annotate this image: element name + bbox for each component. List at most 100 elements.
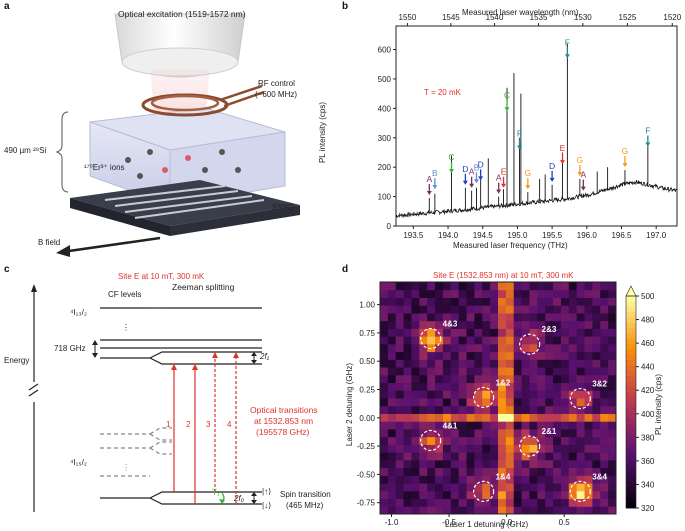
heatmap-cell [380,282,389,291]
spin-freq-label: (465 MHz) [286,501,324,510]
heatmap-cell [560,282,570,291]
heatmap-cell [553,452,562,461]
heatmap-cell [584,282,593,291]
heatmap-cell [592,428,601,438]
heatmap-cell [553,320,562,329]
colorbar-tick-label: 460 [641,339,655,348]
heatmap-cell [576,382,586,391]
optical-transitions-line3: (195578 GHz) [256,427,310,437]
heatmap-cell [537,436,546,445]
colorbar-segment [626,465,636,472]
heatmap-cell [458,498,468,507]
x-tick-label: 197.0 [646,231,667,240]
heatmap-cell [427,405,436,414]
heatmap-cell [411,320,420,329]
heatmap-cell [584,475,593,484]
colorbar-tick-label: 400 [641,410,655,419]
heatmap-cell [427,359,436,368]
heatmap-cell [380,506,389,515]
heatmap-cell [387,351,397,360]
heatmap-cell [560,405,570,414]
peak-arrowhead [462,180,468,185]
heatmap-cell [482,459,491,469]
heatmap-cell [466,312,475,322]
heatmap-cell [513,490,523,500]
heatmap-cell [403,490,412,500]
heatmap-cell [427,436,436,445]
heatmap-cell [442,506,452,515]
heatmap-cell [513,398,523,407]
heatmap-cell [608,320,617,329]
heatmap-cell [411,483,420,492]
colorbar-extend [625,285,637,297]
spectrum-baseline [395,179,678,219]
heatmap-cell [513,282,523,291]
heatmap-cell [450,297,460,306]
heatmap-cell [553,289,562,298]
heatmap-cell [450,374,460,384]
heatmap-cell [553,398,562,407]
heatmap-cell [395,343,405,353]
heatmap-cell [529,336,538,345]
heatmap-cell [458,351,468,360]
heatmap-cell [553,413,562,422]
heatmap-cell [427,382,436,391]
heatmap-cell [395,282,405,291]
heatmap-cell [466,436,475,445]
heatmap-cell [600,351,609,360]
heatmap-cell [411,452,420,461]
heatmap-cell [380,398,389,407]
heatmap-cell [521,428,530,438]
heatmap-cell [411,282,420,291]
lower-state-label: ⁴I₁₅/₂ [70,458,87,467]
heatmap-cell [553,390,562,399]
heatmap-cell [474,428,483,438]
heatmap-cell [450,483,460,492]
heatmap-cell [521,297,530,306]
heatmap-cell [466,390,475,399]
heatmap-cell [505,336,515,345]
heatmap-cell [584,289,593,298]
heatmap-cell [380,413,389,422]
heatmap-cell [474,320,483,329]
heatmap-cell [592,312,601,322]
heatmap-cell [490,506,499,515]
heatmap-cell [592,282,601,291]
heatmap-cell [529,297,538,306]
heatmap-cell [411,343,420,353]
heatmap-cell [387,506,397,515]
heatmap-cell [584,351,593,360]
heatmap-cell [482,506,491,515]
heatmap-cell [427,475,436,484]
heatmap-cell [600,436,609,445]
heatmap-cell [411,467,420,476]
heatmap-cell [608,359,617,368]
lower-levels [100,427,172,477]
heatmap-cell [529,320,538,329]
heatmap-cell [560,459,570,469]
heatmap-cell [387,398,397,407]
peak-arrowhead [549,177,555,182]
heatmap-cell [458,305,468,314]
heatmap-cell [608,390,617,399]
heatmap-cell [482,421,491,430]
heatmap-cell [403,336,412,345]
heatmap-cell [466,475,475,484]
heatmap-cell [521,444,530,453]
heatmap-cell [387,336,397,345]
heatmap-cell [450,351,460,360]
heatmap-cell [584,374,593,384]
heatmap-cell [411,328,420,337]
colorbar-tick-label: 480 [641,316,655,325]
heatmap-cell [584,498,593,507]
bfield-label: B field [38,238,61,247]
heatmap-cell [568,459,578,469]
peak-arrowhead [478,176,484,181]
heatmap-cell [576,282,586,291]
heatmap-cell [608,382,617,391]
heatmap-cell [592,475,601,484]
heatmap-cell [584,398,593,407]
heatmap-cell [458,490,468,500]
colorbar-segment [626,380,636,387]
heatmap-cell [600,343,609,353]
